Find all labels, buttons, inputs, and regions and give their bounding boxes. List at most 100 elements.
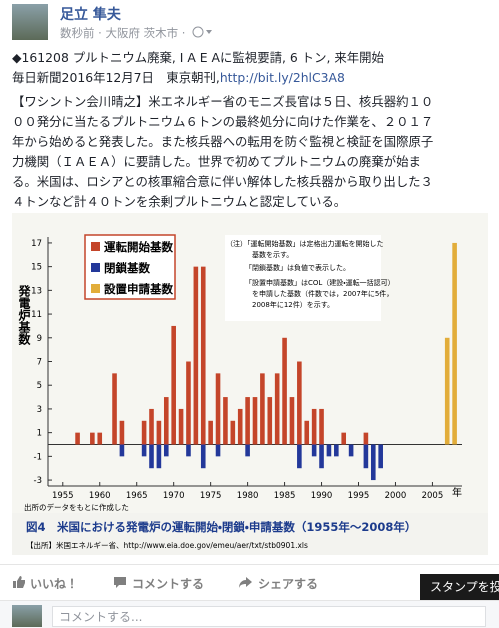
bar — [370, 444, 376, 481]
post-line: ００発分に当たるプルトニウム６トンの最終処分に向けた作業を、２０１７ — [12, 114, 434, 129]
bar — [90, 432, 95, 445]
bar — [252, 397, 258, 445]
note-box — [225, 235, 381, 321]
note-line: 2008年に12件）を示す。 — [252, 300, 334, 309]
bar — [230, 420, 236, 445]
bar — [171, 325, 176, 445]
note-line: 「閉鎖基数」は負値で表示した。 — [245, 263, 350, 272]
bar — [163, 397, 169, 445]
y-tick-label: 17 — [31, 239, 42, 249]
post-line: 【ワシントン会川晴之】米エネルギー省のモニズ長官は５日、核兵器約１０ — [12, 94, 434, 109]
bar — [75, 432, 80, 445]
y-tick-label: 9 — [37, 334, 42, 344]
source: 【出所】米国エネルギー省、http://www.eia.doe.gov/emeu… — [26, 540, 308, 550]
like-button[interactable]: いいね！ — [30, 577, 79, 591]
caption: 図4 米国における発電炉の運転開始・閉鎖・申請基数（1955年〜2008年） — [26, 520, 416, 534]
bar — [297, 444, 302, 469]
bar — [348, 444, 354, 457]
post-meta: 数秒前 · 大阪府 茨木市 · — [60, 26, 186, 40]
x-tick-label: 1975 — [200, 491, 222, 501]
legend-swatch — [91, 263, 100, 272]
post-line: 年から始めると発表した。また核兵器への転用を防ぐ監視と検証を国際原子 — [12, 134, 434, 149]
bar — [141, 444, 147, 457]
bar — [319, 444, 324, 469]
tooltip: スタンプを投 — [420, 574, 499, 600]
legend-swatch — [91, 284, 100, 293]
y-tick-label: 1 — [37, 429, 42, 439]
share-icon[interactable] — [238, 576, 253, 589]
x-tick-label: 1985 — [274, 491, 296, 501]
bar — [119, 444, 125, 457]
comment-icon[interactable] — [113, 576, 127, 589]
post-line: 毎日新聞2016年12月7日 東京朝刊,http://bit.ly/2hlC3A… — [12, 68, 345, 86]
bar — [304, 420, 310, 445]
x-tick-label: 1960 — [89, 491, 111, 501]
bar — [149, 408, 154, 445]
bar — [452, 242, 457, 445]
bar — [163, 444, 169, 457]
divider — [0, 564, 499, 565]
comment-avatar — [12, 605, 42, 627]
bar — [186, 444, 191, 457]
bar — [200, 266, 206, 445]
note-line: 基数を示す。 — [252, 250, 293, 259]
post-line: る。米国は、ロシアとの核軍縮合意に伴い解体した核兵器から取り出した３ — [12, 174, 433, 189]
note-line: （注）「運転開始基数」は定格出力運転を開始した — [226, 239, 384, 248]
x-axis-label: 年 — [452, 486, 462, 499]
x-tick-label: 1970 — [163, 491, 185, 501]
y-tick-label: -1 — [34, 452, 42, 462]
x-tick-label: 1990 — [311, 491, 333, 501]
x-tick-label: 1955 — [52, 491, 74, 501]
legend-label: 閉鎖基数 — [104, 261, 150, 275]
comment-input[interactable]: コメントする... — [52, 606, 486, 627]
bar — [193, 266, 199, 445]
y-axis-label: 発電炉基数 — [17, 284, 31, 346]
bar — [186, 361, 191, 445]
bar — [274, 373, 280, 445]
share-button[interactable]: シェアする — [258, 577, 319, 591]
post-link[interactable]: http://bit.ly/2hlC3A8 — [219, 70, 345, 85]
comment-button[interactable]: コメントする — [132, 577, 205, 591]
y-tick-label: 15 — [31, 263, 42, 273]
bar — [223, 397, 228, 445]
bar — [208, 420, 213, 445]
chart-image: 発電炉基数 年 出所のデータをもとに作成した 図4 米国における発電炉の運転開始… — [12, 213, 488, 555]
bar — [363, 432, 369, 445]
credit: 出所のデータをもとに作成した — [24, 502, 129, 512]
bar — [149, 444, 154, 469]
bar — [178, 408, 184, 445]
legend-swatch — [91, 242, 100, 251]
bar — [334, 444, 339, 457]
avatar[interactable] — [12, 4, 48, 40]
bar — [444, 337, 450, 445]
bar — [245, 444, 250, 457]
bar — [289, 397, 295, 445]
x-tick-label: 2005 — [422, 491, 444, 501]
y-tick-label: 13 — [31, 286, 42, 296]
post-source: 毎日新聞2016年12月7日 東京朝刊, — [12, 70, 220, 85]
bar — [341, 432, 347, 445]
bar — [245, 397, 250, 445]
y-tick-label: 5 — [37, 381, 42, 391]
post-body: 【ワシントン会川晴之】米エネルギー省のモニズ長官は５日、核兵器約１０ ００発分に当… — [12, 92, 433, 212]
bar — [282, 337, 287, 445]
bar — [112, 373, 117, 445]
legend-label: 運転開始基数 — [104, 240, 173, 254]
author-name[interactable]: 足立 隼夫 — [60, 7, 121, 23]
bar — [297, 361, 302, 445]
x-tick-label: 2000 — [385, 491, 407, 501]
y-tick-label: 7 — [37, 358, 42, 368]
privacy-icon[interactable] — [192, 26, 214, 38]
bar — [311, 408, 317, 445]
bar — [141, 420, 147, 445]
post-line: 力機関（ＩＡＥＡ）に要請した。世界で初めてプルトニウムの廃棄が始ま — [12, 154, 421, 169]
legend-label: 設置申請基数 — [104, 282, 173, 296]
bar — [237, 408, 243, 445]
bar — [319, 408, 324, 445]
bar — [97, 432, 103, 445]
post-line: ◆161208 プルトニウム廃棄, I A E Aに監視要請, 6 トン, 来年… — [12, 50, 384, 65]
bar — [378, 444, 383, 469]
like-icon[interactable] — [12, 575, 26, 589]
